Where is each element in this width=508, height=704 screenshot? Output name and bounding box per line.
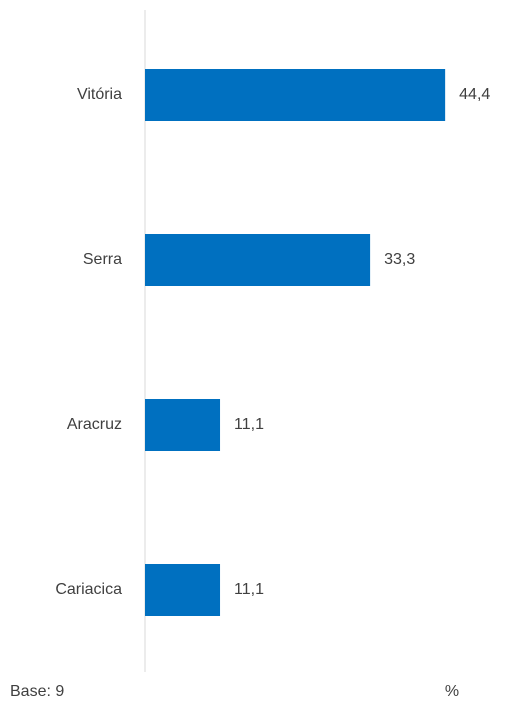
bar [145,564,221,616]
category-label: Serra [83,251,122,268]
value-label: 11,1 [234,416,264,433]
base-note: Base: 9 [10,683,64,700]
bar [145,69,446,121]
category-label: Aracruz [67,416,122,433]
bar [145,399,221,451]
unit-note: % [445,683,459,700]
category-label: Cariacica [55,581,122,598]
category-label: Vitória [77,86,122,103]
bar [145,234,371,286]
value-label: 44,4 [459,86,490,103]
value-label: 11,1 [234,581,264,598]
value-label: 33,3 [384,251,415,268]
